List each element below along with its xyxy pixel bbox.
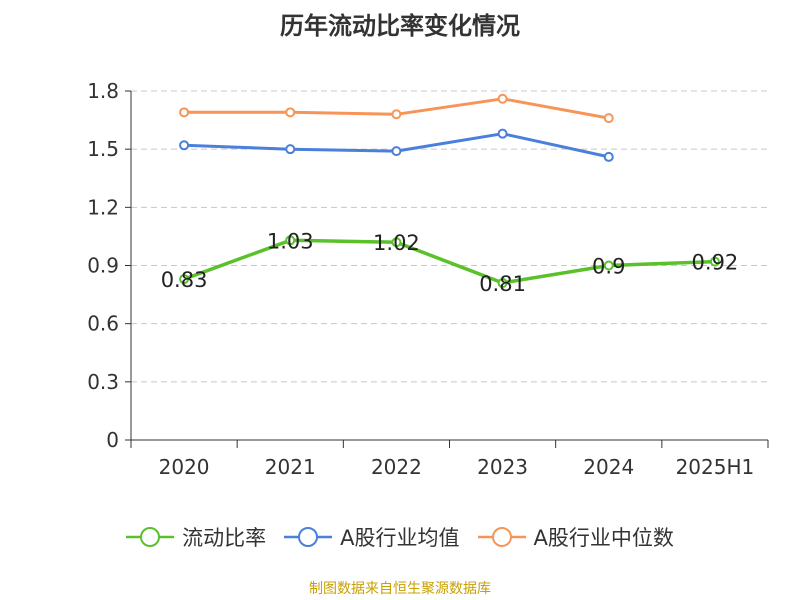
legend-marker — [298, 527, 319, 547]
data-label: 0.81 — [479, 272, 526, 296]
x-tick-label: 2022 — [371, 455, 422, 479]
chart-title: 历年流动比率变化情况 — [280, 12, 520, 40]
y-tick-label: 0.6 — [87, 312, 119, 336]
legend-label: 流动比率 — [182, 526, 267, 550]
data-point — [497, 277, 508, 288]
grid-lines — [131, 90, 768, 383]
data-point — [179, 107, 190, 118]
legend: 流动比率 A股行业均值 A股行业中位数 — [0, 520, 800, 554]
y-tick-label: 0 — [106, 428, 119, 452]
data-point — [603, 260, 614, 271]
data-label: 0.83 — [161, 268, 208, 292]
legend-item[interactable]: A股行业中位数 — [477, 522, 674, 552]
y-tick-label: 1.5 — [87, 137, 119, 161]
series-line — [183, 238, 715, 285]
data-label: 0.9 — [592, 255, 625, 279]
x-tick-label: 2023 — [477, 455, 528, 479]
data-label: 1.03 — [267, 229, 314, 253]
data-point — [709, 256, 720, 267]
legend-label: A股行业中位数 — [533, 526, 674, 550]
y-tick-label: 1.2 — [87, 195, 119, 219]
data-point — [603, 113, 614, 124]
data-label: 1.02 — [373, 231, 420, 255]
legend-marker — [491, 527, 512, 547]
axes: 0 0.3 0.6 0.9 1.2 1.5 1.8 2020 2021 2022 2023 2024 2… — [87, 79, 769, 479]
x-tick-label: 2020 — [159, 455, 210, 479]
y-tick-label: 0.9 — [87, 254, 119, 278]
series-lines — [179, 93, 720, 288]
data-point — [285, 235, 296, 246]
legend-swatch — [284, 527, 333, 547]
data-labels: 0.83 1.03 1.02 0.81 0.9 0.92 — [161, 229, 739, 296]
legend-swatch — [126, 527, 175, 547]
legend-marker — [140, 527, 161, 547]
data-point — [179, 140, 190, 151]
legend-item[interactable]: 流动比率 — [126, 522, 266, 552]
data-point — [285, 107, 296, 118]
data-point — [285, 144, 296, 155]
data-point — [179, 274, 190, 285]
data-point — [391, 237, 402, 248]
x-tick-label: 2025H1 — [676, 455, 755, 479]
y-tick-label: 1.8 — [87, 79, 119, 103]
data-label: 0.92 — [692, 251, 739, 275]
data-point — [497, 93, 508, 104]
data-point — [391, 146, 402, 157]
legend-swatch — [477, 527, 526, 547]
x-tick-label: 2024 — [583, 455, 634, 479]
legend-label: A股行业均值 — [340, 526, 460, 550]
data-point — [603, 151, 614, 162]
data-point — [497, 128, 508, 139]
legend-item[interactable]: A股行业均值 — [284, 522, 460, 552]
source-note: 制图数据来自恒生聚源数据库 — [309, 581, 491, 597]
x-tick-label: 2021 — [265, 455, 316, 479]
y-tick-label: 0.3 — [87, 370, 119, 394]
data-point — [391, 109, 402, 120]
